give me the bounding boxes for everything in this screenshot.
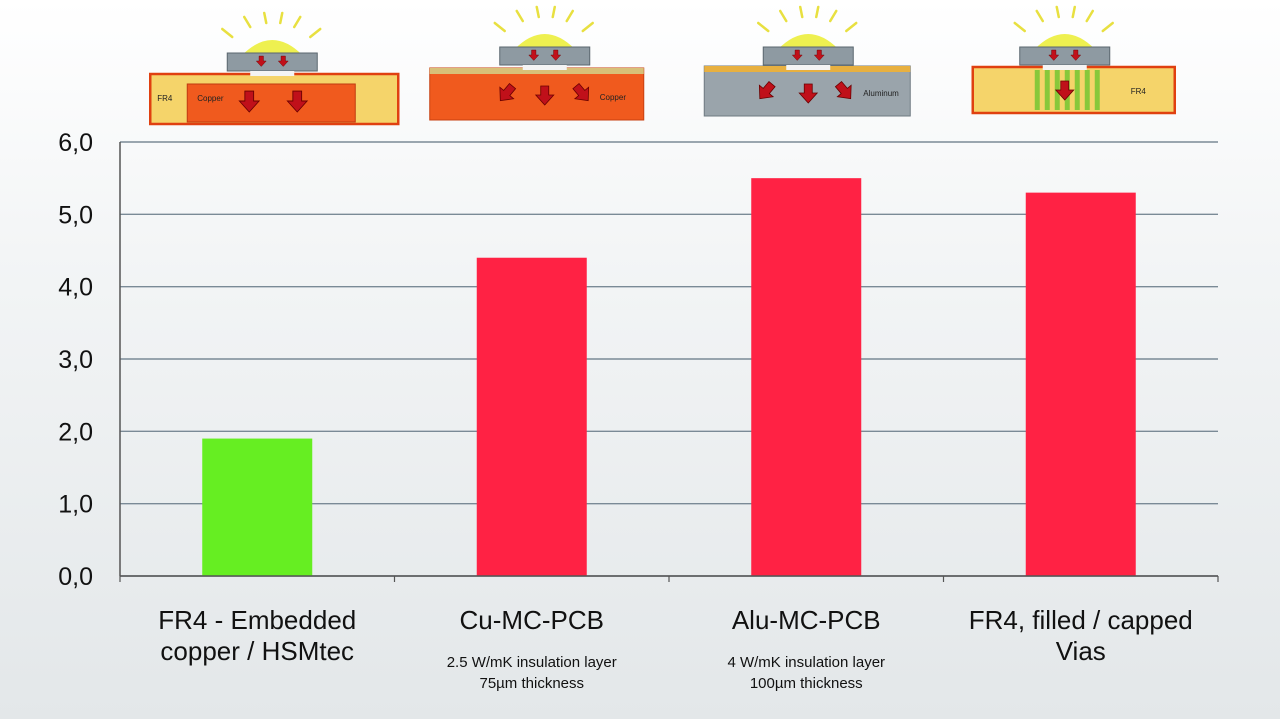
bars (202, 178, 1136, 576)
copper-label: Copper (197, 94, 224, 103)
category-label: Alu-MC-PCB (732, 605, 881, 635)
led-icon (1013, 5, 1114, 70)
pcb-diagrams: FR4 Copper Copper Aluminum FR4 (149, 5, 1176, 126)
category-label: Vias (1056, 636, 1106, 666)
bar (751, 178, 862, 576)
fr4-label: FR4 (157, 94, 173, 103)
category-label: FR4 - Embedded (158, 605, 356, 635)
heat-arrow-icon (277, 55, 289, 67)
pcb-cross-section: FR4 Copper (149, 11, 400, 126)
filled-via (1084, 70, 1090, 110)
bar (1025, 192, 1136, 576)
fr4-label: FR4 (1131, 87, 1147, 96)
category-label: copper / HSMtec (160, 636, 354, 666)
y-tick-label: 3,0 (58, 346, 93, 374)
category-label: Cu-MC-PCB (460, 605, 604, 635)
bar (202, 438, 313, 576)
y-tick-label: 5,0 (58, 201, 93, 229)
led-icon (221, 11, 322, 76)
y-tick-label: 6,0 (58, 129, 93, 157)
led-icon (493, 5, 594, 70)
heat-arrow-icon (791, 49, 803, 61)
heat-arrow-icon (286, 90, 309, 113)
bar (476, 257, 587, 576)
copper-label: Copper (600, 93, 627, 102)
insulation-layer (429, 68, 644, 74)
aluminum-label: Aluminum (863, 89, 899, 98)
category-label: FR4, filled / capped (969, 605, 1193, 635)
filled-via (1044, 70, 1050, 110)
y-axis-ticks: 0,0 1,0 2,0 3,0 4,0 5,0 6,0 (58, 129, 93, 591)
pcb-cross-section: FR4 (971, 5, 1176, 115)
pcb-cross-section: Copper (429, 5, 645, 121)
category-sublabel: 100µm thickness (750, 675, 863, 692)
heat-arrow-icon (550, 49, 562, 61)
heat-arrow-icon (255, 55, 267, 67)
filled-via (1074, 70, 1080, 110)
heat-arrow-icon (572, 82, 590, 102)
led-icon (757, 5, 858, 70)
heat-arrow-icon (834, 80, 852, 100)
heat-arrow-icon (758, 80, 776, 100)
category-sublabel: 2.5 W/mK insulation layer (447, 654, 617, 671)
heat-arrow-icon (238, 90, 261, 113)
y-tick-label: 4,0 (58, 274, 93, 302)
pcb-cross-section: Aluminum (703, 5, 911, 117)
filled-via (1094, 70, 1100, 110)
heat-arrow-icon (813, 49, 825, 61)
y-tick-label: 2,0 (58, 418, 93, 446)
heat-arrow-icon (499, 82, 517, 102)
heat-arrow-icon (528, 49, 540, 61)
heat-arrow-icon (798, 83, 819, 104)
category-sublabel: 75µm thickness (479, 675, 584, 692)
x-axis (119, 142, 1219, 582)
heat-arrow-icon (1054, 80, 1075, 101)
heat-arrow-icon (534, 85, 555, 106)
heat-arrow-icon (1048, 49, 1060, 61)
y-tick-label: 0,0 (58, 563, 93, 591)
copper-inlay (186, 83, 356, 123)
filled-via (1034, 70, 1040, 110)
heat-arrow-icon (1070, 49, 1082, 61)
y-tick-label: 1,0 (58, 491, 93, 519)
category-sublabel: 4 W/mK insulation layer (727, 654, 885, 671)
